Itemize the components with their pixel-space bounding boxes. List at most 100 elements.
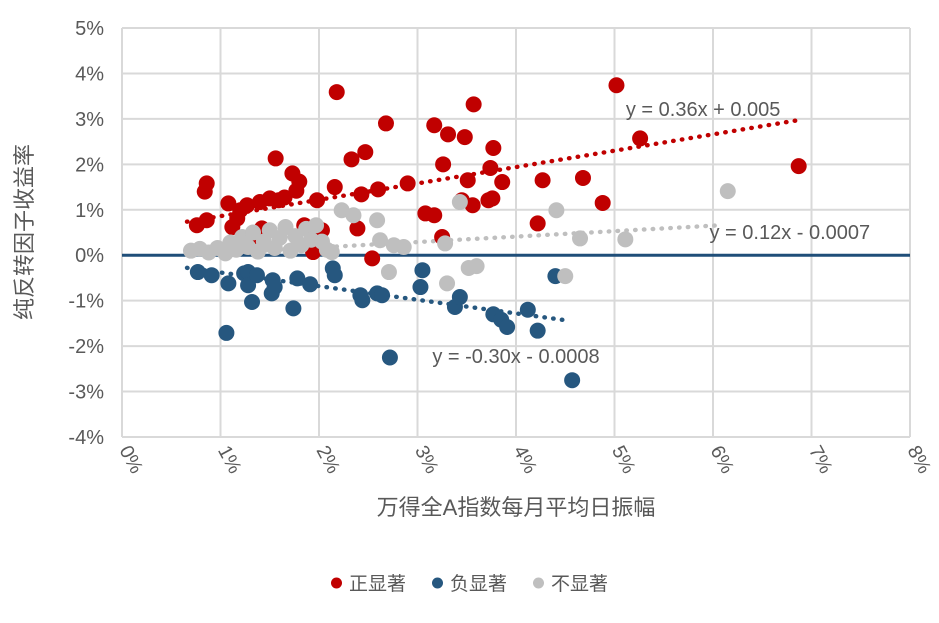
x-tick-label: 2% (312, 442, 345, 477)
trendline-equation-negative: y = -0.30x - 0.0008 (432, 346, 599, 368)
data-point-positive (632, 130, 649, 147)
data-point-negative (374, 287, 391, 304)
x-tick-label: 6% (706, 442, 739, 477)
y-tick-label: -1% (68, 291, 104, 313)
legend-item-positive: 正显著 (331, 573, 406, 595)
data-point-positive (608, 77, 625, 94)
legend-swatch-icon-nonsignificant (533, 577, 544, 589)
data-point-negative (189, 264, 206, 281)
data-point-positive (485, 139, 502, 156)
data-point-positive (456, 129, 473, 146)
data-point-negative (381, 349, 398, 366)
data-point-positive (440, 126, 457, 143)
data-point-negative (499, 319, 516, 336)
data-point-positive (239, 197, 256, 214)
y-tick-label: -2% (68, 336, 104, 358)
data-point-positive (377, 115, 394, 132)
data-point-positive (198, 175, 215, 192)
data-point-negative (244, 294, 261, 311)
x-tick-label: 4% (509, 442, 542, 477)
data-point-nonsignificant (557, 268, 574, 285)
data-point-positive (426, 117, 443, 134)
data-point-negative (414, 262, 431, 279)
data-point-nonsignificant (451, 194, 468, 211)
data-point-negative (302, 276, 319, 293)
data-point-negative (289, 270, 306, 287)
legend-item-nonsignificant: 不显著 (533, 573, 608, 595)
data-point-nonsignificant (548, 202, 565, 219)
legend: 正显著 负显著 不显著 (331, 573, 608, 595)
x-tick-label: 8% (903, 442, 936, 477)
data-point-negative (248, 267, 265, 284)
data-point-positive (790, 158, 807, 175)
data-point-negative (412, 279, 429, 296)
data-point-positive (435, 156, 452, 173)
data-point-positive (426, 207, 443, 224)
data-point-positive (220, 195, 237, 212)
data-point-nonsignificant (468, 258, 485, 275)
data-point-nonsignificant (719, 183, 736, 200)
data-point-negative (266, 279, 283, 296)
data-point-positive (484, 190, 501, 207)
data-point-negative (326, 267, 343, 284)
data-point-positive (464, 197, 481, 214)
data-point-nonsignificant (437, 235, 454, 252)
data-point-negative (564, 372, 581, 389)
data-point-nonsignificant (345, 207, 362, 224)
data-point-nonsignificant (572, 230, 589, 247)
x-tick-label: 7% (804, 442, 837, 477)
equation-label-layer: y = 0.36x + 0.005 y = 0.12x - 0.0007 y = -… (432, 99, 870, 368)
data-point-positive (343, 151, 360, 168)
x-tick-label: 1% (213, 442, 246, 477)
y-tick-label: 4% (75, 63, 104, 85)
data-point-negative (354, 292, 371, 309)
legend-label-negative: 负显著 (450, 573, 507, 595)
data-point-positive (276, 189, 293, 206)
data-point-nonsignificant (617, 231, 634, 248)
trendline-equation-nonsignificant: y = 0.12x - 0.0007 (709, 222, 870, 244)
data-point-positive (357, 144, 374, 161)
legend-swatch-icon-negative (432, 577, 443, 589)
data-point-positive (353, 186, 370, 203)
data-point-nonsignificant (369, 212, 386, 229)
y-tick-label: 2% (75, 154, 104, 176)
y-tick-label: -3% (68, 382, 104, 404)
data-point-positive (349, 220, 366, 237)
data-point-positive (267, 150, 284, 167)
legend-label-positive: 正显著 (349, 573, 406, 595)
data-point-negative (218, 324, 235, 341)
data-point-positive (328, 84, 345, 101)
data-point-negative (220, 275, 237, 292)
data-point-nonsignificant (323, 244, 340, 261)
y-tick-label: 1% (75, 200, 104, 222)
data-point-positive (459, 172, 476, 189)
data-point-positive (364, 250, 381, 267)
y-tick-label: -4% (68, 427, 104, 449)
data-point-positive (309, 192, 326, 209)
data-point-positive (198, 212, 215, 229)
data-point-positive (594, 194, 611, 211)
data-point-nonsignificant (372, 232, 389, 249)
data-point-positive (574, 169, 591, 186)
data-point-positive (529, 215, 546, 232)
data-point-positive (534, 172, 551, 189)
x-tick-label: 0% (115, 442, 148, 477)
y-axis-title: 纯反转因子收益率 (12, 144, 37, 320)
data-point-nonsignificant (395, 239, 412, 256)
data-point-layer (182, 77, 807, 389)
legend-swatch-icon-positive (331, 577, 342, 589)
x-tick-label: 3% (410, 442, 443, 477)
y-tick-label: 3% (75, 109, 104, 131)
data-point-positive (465, 96, 482, 113)
data-point-nonsignificant (439, 275, 456, 292)
data-point-positive (291, 173, 308, 190)
data-point-negative (285, 300, 302, 317)
data-point-negative (203, 267, 220, 284)
y-tick-label: 5% (75, 18, 104, 40)
legend-label-nonsignificant: 不显著 (551, 573, 608, 595)
data-point-positive (370, 181, 387, 198)
data-point-nonsignificant (308, 217, 325, 234)
data-point-positive (482, 159, 499, 176)
